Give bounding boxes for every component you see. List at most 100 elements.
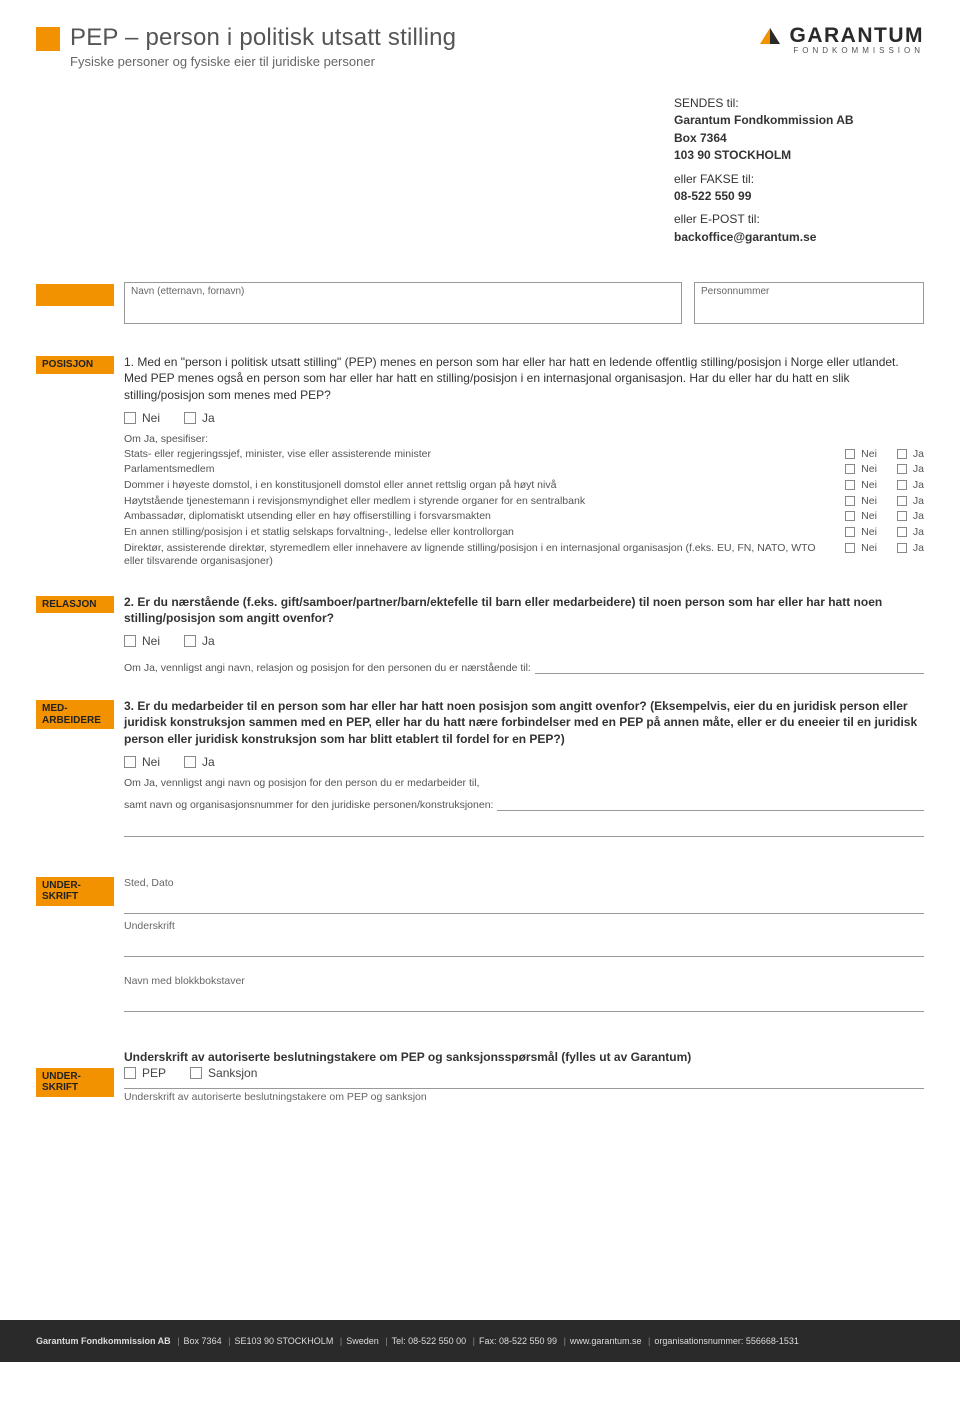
sanksjon-checkbox[interactable]: Sanksjon	[190, 1066, 257, 1080]
spec-row: Direktør, assisterende direktør, styreme…	[124, 541, 924, 570]
q2-nei-checkbox[interactable]: Nei	[124, 634, 160, 648]
spec-row: Stats- eller regjeringssjef, minister, v…	[124, 447, 924, 463]
spec-nei-label: Nei	[861, 542, 877, 554]
q3-text-content: 3. Er du medarbeider til en person som h…	[124, 699, 917, 745]
spec-nei-checkbox[interactable]: Nei	[845, 510, 877, 522]
spec-row-text: Ambassadør, diplomatiskt utsending eller…	[124, 510, 845, 524]
q3-nei-checkbox[interactable]: Nei	[124, 755, 160, 769]
logo-block: GARANTUM FONDKOMMISSION	[756, 24, 924, 55]
q1-nei-checkbox[interactable]: Nei	[124, 411, 160, 425]
spec-ja-checkbox[interactable]: Ja	[897, 542, 924, 554]
underskrift-field-label: Underskrift	[124, 920, 175, 932]
spec-nei-checkbox[interactable]: Nei	[845, 542, 877, 554]
q2-ja-label: Ja	[202, 634, 215, 648]
logo-name: GARANTUM	[790, 24, 924, 48]
q3-ja-checkbox[interactable]: Ja	[184, 755, 215, 769]
name-section: Navn (etternavn, fornavn) Personnummer	[36, 282, 924, 344]
footer-fax: Fax: 08-522 550 99	[479, 1336, 557, 1346]
spec-row-text: Høytstående tjenestemann i revisjonsmynd…	[124, 495, 845, 509]
spec-nei-label: Nei	[861, 526, 877, 538]
fax-label: eller FAKSE til:	[674, 171, 924, 188]
underskrift-section: UNDER- SKRIFT Sted, Dato Underskrift Nav…	[36, 875, 924, 1012]
q2-followup-line: Om Ja, vennligst angi navn, relasjon og …	[124, 656, 924, 674]
q2-ja-checkbox[interactable]: Ja	[184, 634, 215, 648]
q3-ja-label: Ja	[202, 755, 215, 769]
spec-nei-checkbox[interactable]: Nei	[845, 463, 877, 475]
spec-ja-checkbox[interactable]: Ja	[897, 479, 924, 491]
q3-followup2: samt navn og organisasjonsnummer for den…	[124, 799, 493, 811]
spec-nei-checkbox[interactable]: Nei	[845, 448, 877, 460]
spec-ja-checkbox[interactable]: Ja	[897, 463, 924, 475]
footer-addr: Box 7364	[184, 1336, 222, 1346]
auth-underskrift-section: UNDER- SKRIFT PEP Sanksjon Underskrift a…	[36, 1066, 924, 1103]
relasjon-label: RELASJON	[36, 596, 114, 614]
spec-ja-label: Ja	[913, 495, 924, 507]
title-text: PEP – person i politisk utsatt stilling …	[70, 24, 456, 69]
auth-heading-section: Underskrift av autoriserte beslutningsta…	[36, 1050, 924, 1064]
spec-nei-checkbox[interactable]: Nei	[845, 495, 877, 507]
send-city: 103 90 STOCKHOLM	[674, 148, 791, 162]
send-to-block: SENDES til: Garantum Fondkommission AB B…	[674, 95, 924, 246]
q1-ja-label: Ja	[202, 411, 215, 425]
q1-text: 1. Med en "person i politisk utsatt stil…	[124, 354, 924, 403]
navn-blokk-field[interactable]: Navn med blokkbokstaver	[124, 973, 924, 1012]
q1-ja-checkbox[interactable]: Ja	[184, 411, 215, 425]
spec-nei-label: Nei	[861, 479, 877, 491]
spec-nei-checkbox[interactable]: Nei	[845, 479, 877, 491]
spec-ja-checkbox[interactable]: Ja	[897, 495, 924, 507]
spec-nei-label: Nei	[861, 463, 877, 475]
spec-row: En annen stilling/posisjon i et statlig …	[124, 525, 924, 541]
header-accent-chip	[36, 27, 60, 51]
name-field[interactable]: Navn (etternavn, fornavn)	[124, 282, 682, 324]
logo-sub: FONDKOMMISSION	[790, 46, 924, 55]
footer: Garantum Fondkommission AB |Box 7364 |SE…	[0, 1320, 960, 1362]
spec-ja-checkbox[interactable]: Ja	[897, 526, 924, 538]
q3-nei-label: Nei	[142, 755, 160, 769]
medarbeidere-section: MED- ARBEIDERE 3. Er du medarbeider til …	[36, 698, 924, 837]
spec-ja-label: Ja	[913, 510, 924, 522]
email-value: backoffice@garantum.se	[674, 230, 816, 244]
posisjon-label: POSISJON	[36, 356, 114, 374]
q3-followup-field-2[interactable]	[124, 817, 924, 837]
q2-text-content: 2. Er du nærstående (f.eks. gift/samboer…	[124, 595, 882, 625]
email-label: eller E-POST til:	[674, 211, 924, 228]
navn-blokk-label: Navn med blokkbokstaver	[124, 975, 245, 987]
q3-followup-field-1[interactable]	[497, 793, 924, 811]
q1-nei-label: Nei	[142, 411, 160, 425]
spec-row-text: Direktør, assisterende direktør, styreme…	[124, 542, 845, 569]
underskrift-label: UNDER- SKRIFT	[36, 877, 114, 906]
underskrift-field[interactable]: Underskrift	[124, 918, 924, 957]
spec-row-text: Stats- eller regjeringssjef, minister, v…	[124, 448, 845, 462]
spec-ja-label: Ja	[913, 448, 924, 460]
footer-tel: Tel: 08-522 550 00	[392, 1336, 467, 1346]
footer-post: SE103 90 STOCKHOLM	[234, 1336, 333, 1346]
spec-nei-label: Nei	[861, 495, 877, 507]
spec-ja-label: Ja	[913, 542, 924, 554]
fax-value: 08-522 550 99	[674, 189, 751, 203]
page-title: PEP – person i politisk utsatt stilling	[70, 24, 456, 52]
pep-checkbox[interactable]: PEP	[124, 1066, 166, 1080]
spec-ja-label: Ja	[913, 479, 924, 491]
q2-followup-field[interactable]	[535, 656, 924, 674]
spec-nei-label: Nei	[861, 510, 877, 522]
posisjon-section: POSISJON 1. Med en "person i politisk ut…	[36, 354, 924, 570]
q2-followup-text: Om Ja, vennligst angi navn, relasjon og …	[124, 662, 531, 674]
send-company: Garantum Fondkommission AB	[674, 113, 854, 127]
spec-row-text: Dommer i høyeste domstol, i en konstitus…	[124, 479, 845, 493]
personnummer-field[interactable]: Personnummer	[694, 282, 924, 324]
auth-checkbox-row: PEP Sanksjon	[124, 1066, 924, 1080]
spec-row: Dommer i høyeste domstol, i en konstitus…	[124, 478, 924, 494]
name-section-chip	[36, 284, 114, 306]
spec-nei-checkbox[interactable]: Nei	[845, 526, 877, 538]
pep-checkbox-label: PEP	[142, 1066, 166, 1080]
spec-ja-checkbox[interactable]: Ja	[897, 510, 924, 522]
footer-org: organisationsnummer: 556668-1531	[654, 1336, 799, 1346]
q1-spec-list: Om Ja, spesifiser: Stats- eller regjerin…	[124, 433, 924, 570]
spec-row-text: Parlamentsmedlem	[124, 463, 845, 477]
spec-ja-checkbox[interactable]: Ja	[897, 448, 924, 460]
q2-answer-row: Nei Ja	[124, 634, 924, 648]
q3-answer-row: Nei Ja	[124, 755, 924, 769]
sted-dato-field[interactable]: Sted, Dato	[124, 875, 924, 914]
relasjon-section: RELASJON 2. Er du nærstående (f.eks. gif…	[36, 594, 924, 674]
spec-row: Ambassadør, diplomatiskt utsending eller…	[124, 509, 924, 525]
